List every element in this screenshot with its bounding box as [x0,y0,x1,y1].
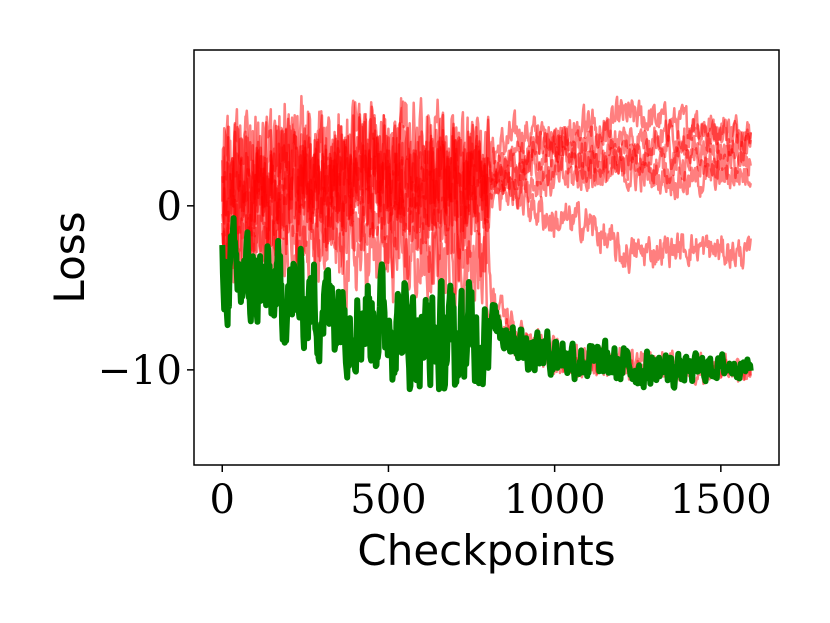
plot-frame [193,49,780,466]
y-tick-label: 0 [157,184,182,230]
x-tick-label: 1000 [504,477,606,523]
x-axis-label: Checkpoints [357,526,615,575]
x-tick-label: 0 [210,477,235,523]
y-tick-label: −10 [98,348,182,394]
ticks-layer: 0 500 1000 1500 0 −10 [98,184,772,523]
y-axis-label: Loss [45,211,94,303]
green-series-line-8 [219,215,754,393]
series-layer [219,94,754,393]
x-tick-label: 500 [350,477,426,523]
x-tick-label: 1500 [670,477,772,523]
